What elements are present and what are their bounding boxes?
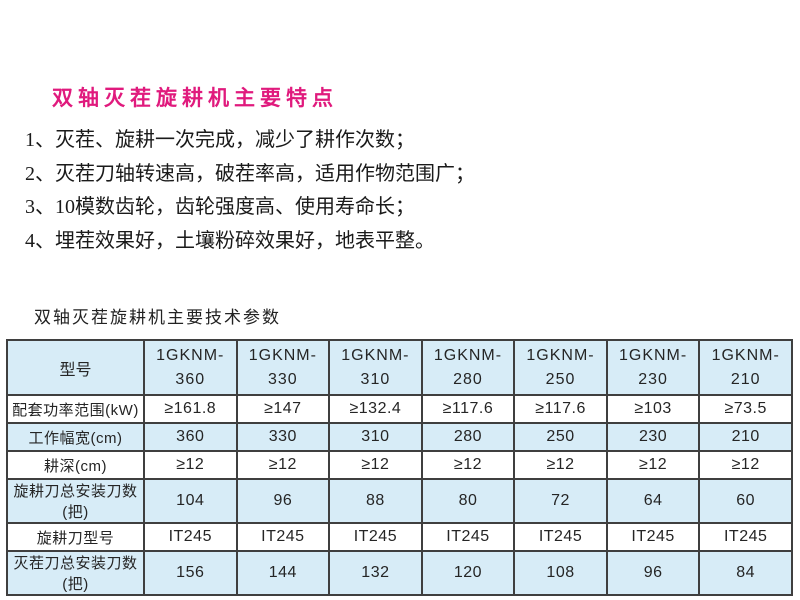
cell-value: 310 bbox=[328, 422, 423, 452]
header-model-230: 1GKNM- 230 bbox=[605, 339, 701, 396]
cell-value: IT245 bbox=[513, 522, 608, 552]
table-row-power: 配套功率范围(kW) ≥161.8 ≥147 ≥132.4 ≥117.6 ≥11… bbox=[6, 394, 793, 424]
feature-item-1: 1、灭茬、旋耕一次完成，减少了耕作次数； bbox=[25, 129, 415, 151]
table-row-rotary-blade-count: 旋耕刀总安装刀数(把) 104 96 88 80 72 64 60 bbox=[6, 478, 793, 524]
cell-value: 230 bbox=[605, 422, 701, 452]
cell-value: 60 bbox=[698, 478, 793, 524]
feature-item-4: 4、埋茬效果好，土壤粉碎效果好，地表平整。 bbox=[25, 229, 435, 252]
row-label-width: 工作幅宽(cm) bbox=[6, 422, 145, 452]
feature-item-2: 2、灭茬刀轴转速高，破茬率高，适用作物范围广； bbox=[25, 162, 475, 185]
feature-item-3: 3、10模数齿轮，齿轮强度高、使用寿命长； bbox=[25, 196, 415, 218]
cell-value: 96 bbox=[235, 478, 331, 524]
header-model-250: 1GKNM- 250 bbox=[513, 339, 608, 396]
row-label-rotary-blade-model: 旋耕刀型号 bbox=[6, 522, 145, 552]
cell-value: 120 bbox=[420, 550, 516, 596]
cell-value: 144 bbox=[235, 550, 331, 596]
cell-value: 250 bbox=[513, 422, 608, 452]
cell-value: ≥147 bbox=[235, 394, 331, 424]
cell-value: ≥132.4 bbox=[328, 394, 423, 424]
row-label-power: 配套功率范围(kW) bbox=[6, 394, 145, 424]
cell-value: ≥12 bbox=[420, 450, 516, 480]
header-model-label: 型号 bbox=[6, 339, 145, 396]
row-label-rotary-blade-count: 旋耕刀总安装刀数(把) bbox=[6, 478, 145, 524]
table-row-stubble-blade-count: 灭茬刀总安装刀数(把) 156 144 132 120 108 96 84 bbox=[6, 550, 793, 596]
cell-value: 104 bbox=[143, 478, 238, 524]
cell-value: IT245 bbox=[605, 522, 701, 552]
header-model-310: 1GKNM- 310 bbox=[328, 339, 423, 396]
features-list: 1、灭茬、旋耕一次完成，减少了耕作次数； 2、灭茬刀轴转速高，破茬率高，适用作物… bbox=[25, 124, 475, 258]
table-row-depth: 耕深(cm) ≥12 ≥12 ≥12 ≥12 ≥12 ≥12 ≥12 bbox=[6, 450, 793, 480]
cell-value: 280 bbox=[420, 422, 516, 452]
cell-value: 64 bbox=[605, 478, 701, 524]
header-model-280: 1GKNM- 280 bbox=[420, 339, 516, 396]
cell-value: 210 bbox=[698, 422, 793, 452]
cell-value: 360 bbox=[143, 422, 238, 452]
cell-value: ≥12 bbox=[328, 450, 423, 480]
header-model-360: 1GKNM- 360 bbox=[143, 339, 238, 396]
cell-value: ≥117.6 bbox=[420, 394, 516, 424]
specs-title: 双轴灭茬旋耕机主要技术参数 bbox=[34, 308, 281, 327]
cell-value: IT245 bbox=[143, 522, 238, 552]
header-model-330: 1GKNM- 330 bbox=[235, 339, 331, 396]
cell-value: 72 bbox=[513, 478, 608, 524]
cell-value: ≥12 bbox=[698, 450, 793, 480]
cell-value: ≥12 bbox=[513, 450, 608, 480]
cell-value: 108 bbox=[513, 550, 608, 596]
cell-value: IT245 bbox=[328, 522, 423, 552]
cell-value: IT245 bbox=[698, 522, 793, 552]
row-label-stubble-blade-count: 灭茬刀总安装刀数(把) bbox=[6, 550, 145, 596]
row-label-depth: 耕深(cm) bbox=[6, 450, 145, 480]
cell-value: 84 bbox=[698, 550, 793, 596]
cell-value: ≥103 bbox=[605, 394, 701, 424]
cell-value: 96 bbox=[605, 550, 701, 596]
cell-value: 330 bbox=[235, 422, 331, 452]
cell-value: ≥12 bbox=[143, 450, 238, 480]
cell-value: 80 bbox=[420, 478, 516, 524]
table-row-rotary-blade-model: 旋耕刀型号 IT245 IT245 IT245 IT245 IT245 IT24… bbox=[6, 522, 793, 552]
cell-value: ≥12 bbox=[235, 450, 331, 480]
cell-value: ≥161.8 bbox=[143, 394, 238, 424]
cell-value: 156 bbox=[143, 550, 238, 596]
spec-table: 型号 1GKNM- 360 1GKNM- 330 1GKNM- 310 1GKN… bbox=[6, 339, 793, 596]
table-header-row: 型号 1GKNM- 360 1GKNM- 330 1GKNM- 310 1GKN… bbox=[6, 339, 793, 396]
features-title: 双轴灭茬旋耕机主要特点 bbox=[52, 86, 338, 110]
table-row-width: 工作幅宽(cm) 360 330 310 280 250 230 210 bbox=[6, 422, 793, 452]
cell-value: ≥73.5 bbox=[698, 394, 793, 424]
cell-value: IT245 bbox=[420, 522, 516, 552]
header-model-210: 1GKNM- 210 bbox=[698, 339, 793, 396]
cell-value: 132 bbox=[328, 550, 423, 596]
cell-value: 88 bbox=[328, 478, 423, 524]
cell-value: IT245 bbox=[235, 522, 331, 552]
cell-value: ≥117.6 bbox=[513, 394, 608, 424]
cell-value: ≥12 bbox=[605, 450, 701, 480]
